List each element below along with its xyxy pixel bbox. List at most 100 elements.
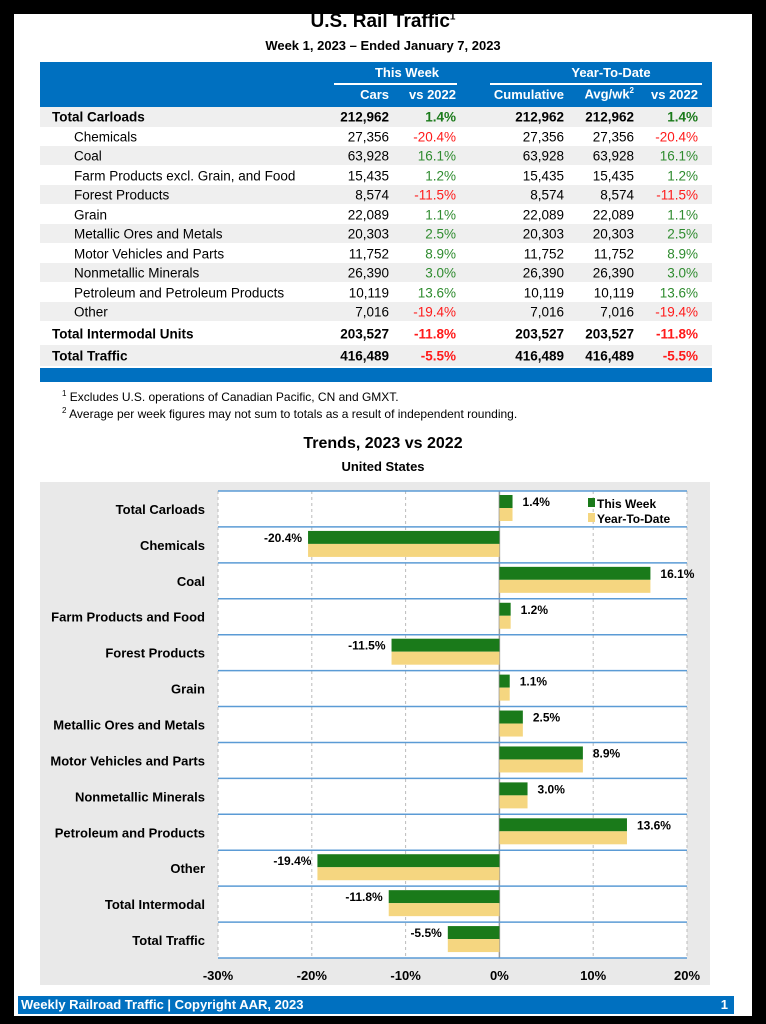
footnote-1: 1 Excludes U.S. operations of Canadian P… [62, 389, 399, 404]
x-tick-label: -10% [390, 968, 421, 983]
cell-cars: 203,527 [340, 326, 389, 341]
bar-this-week [499, 602, 511, 616]
category-label: Petroleum and Products [55, 825, 205, 840]
bar-year-to-date [499, 759, 583, 773]
data-label: 1.1% [520, 675, 548, 689]
chart-subtitle: United States [341, 459, 425, 474]
col-cumulative: Cumulative [493, 87, 564, 102]
category-label: Total Carloads [116, 502, 205, 517]
cell-label: Farm Products excl. Grain, and Food [74, 168, 296, 183]
bar-this-week [499, 495, 513, 508]
cell-cars: 26,390 [347, 265, 389, 280]
page-title: U.S. Rail Traffic1 [0, 11, 766, 33]
cell-vs: 13.6% [417, 285, 456, 300]
bar-year-to-date [499, 579, 651, 593]
category-label: Total Intermodal [105, 897, 205, 912]
cell-cars: 27,356 [347, 129, 389, 144]
cell-cars: 63,928 [347, 148, 389, 163]
cell-cars: 10,119 [348, 285, 389, 300]
cell-vs: 16.1% [417, 148, 456, 163]
bar-this-week [499, 710, 523, 724]
cell-vs: 2.5% [425, 226, 456, 241]
cell-ytd-vs: 16.1% [659, 148, 698, 163]
data-label: 1.2% [521, 603, 549, 617]
cell-label: Coal [74, 148, 102, 163]
group-ytd: Year-To-Date [571, 65, 651, 80]
cell-avg: 11,752 [593, 246, 634, 261]
bar-this-week [308, 530, 500, 544]
bar-this-week [499, 818, 627, 832]
data-label: -11.8% [345, 890, 383, 904]
category-label: Coal [177, 574, 205, 589]
data-label: 13.6% [637, 818, 671, 832]
cell-vs: -11.5% [414, 187, 456, 202]
data-label: 16.1% [660, 567, 694, 581]
bar-year-to-date [317, 867, 500, 881]
cell-cars: 212,962 [340, 109, 389, 125]
footer-bar: Weekly Railroad Traffic | Copyright AAR,… [18, 996, 734, 1014]
cell-cum: 63,928 [522, 148, 564, 163]
cell-ytd-vs: 2.5% [667, 226, 698, 241]
title-footnote-mark: 1 [449, 11, 456, 23]
cell-cars: 11,752 [348, 246, 389, 261]
cell-vs: -5.5% [420, 348, 456, 363]
cell-avg: 26,390 [592, 265, 634, 280]
table-row: Motor Vehicles and Parts 11,752 8.9% 11,752… [40, 244, 712, 263]
cell-label: Total Carloads [52, 109, 145, 125]
footnote-mark: 1 [62, 389, 67, 398]
cell-label: Total Traffic [52, 348, 128, 363]
cell-cum: 27,356 [522, 129, 564, 144]
cell-label: Nonmetallic Minerals [74, 265, 200, 280]
bar-this-week [499, 566, 651, 580]
data-label: -19.4% [273, 854, 311, 868]
table-row: Total Intermodal Units 203,527 -11.8% 203,5… [40, 323, 712, 344]
cell-cum: 15,435 [522, 168, 564, 183]
cell-vs: 1.4% [425, 109, 456, 125]
legend-swatch [588, 498, 595, 507]
bar-year-to-date [447, 939, 500, 953]
cell-ytd-vs: -11.8% [655, 326, 698, 341]
table-row: Forest Products 8,574 -11.5% 8,574 8,574 -11.… [40, 185, 712, 204]
bar-this-week [499, 674, 510, 688]
footnote-text: Excludes U.S. operations of Canadian Pac… [69, 390, 399, 404]
cell-cars: 15,435 [347, 168, 389, 183]
cell-label: Grain [74, 207, 108, 222]
cell-avg: 8,574 [600, 187, 634, 202]
x-tick-label: 10% [580, 968, 606, 983]
cell-avg: 10,119 [593, 285, 634, 300]
cell-ytd-vs: -19.4% [655, 304, 698, 319]
cell-cars: 416,489 [340, 348, 389, 363]
data-label: 1.4% [523, 495, 551, 509]
cell-avg: 27,356 [592, 129, 634, 144]
bar-this-week [317, 854, 500, 868]
page-number: 1 [720, 997, 728, 1012]
table-row: Nonmetallic Minerals 26,390 3.0% 26,390 26,3… [40, 263, 712, 282]
footnote-mark: 2 [629, 86, 634, 95]
col-ytd-vs-2022: vs 2022 [651, 87, 698, 102]
group-this-week: This Week [374, 65, 440, 80]
page-subtitle: Week 1, 2023 – Ended January 7, 2023 [265, 38, 501, 53]
divider [490, 83, 702, 85]
cell-cars: 20,303 [347, 226, 389, 241]
legend-label: This Week [597, 497, 656, 511]
cell-avg: 15,435 [592, 168, 634, 183]
category-label: Motor Vehicles and Parts [50, 753, 205, 768]
cell-label: Metallic Ores and Metals [74, 226, 223, 241]
cell-ytd-vs: -20.4% [655, 129, 698, 144]
table-header: This Week Year-To-Date Cars vs 2022 Cumu… [40, 62, 712, 107]
table-row: Total Traffic 416,489 -5.5% 416,489 416,489 -… [40, 345, 712, 366]
cell-label: Total Intermodal Units [52, 326, 194, 341]
cell-avg: 7,016 [600, 304, 634, 319]
cell-label: Chemicals [74, 129, 138, 144]
cell-avg: 416,489 [585, 348, 634, 363]
bar-year-to-date [391, 651, 500, 665]
col-cars: Cars [360, 87, 389, 102]
bar-this-week [447, 926, 500, 940]
bar-this-week [499, 746, 583, 760]
divider [334, 83, 457, 85]
cell-vs: -20.4% [413, 129, 456, 144]
data-label: -5.5% [410, 926, 442, 940]
table-bottom-bar [40, 368, 712, 382]
